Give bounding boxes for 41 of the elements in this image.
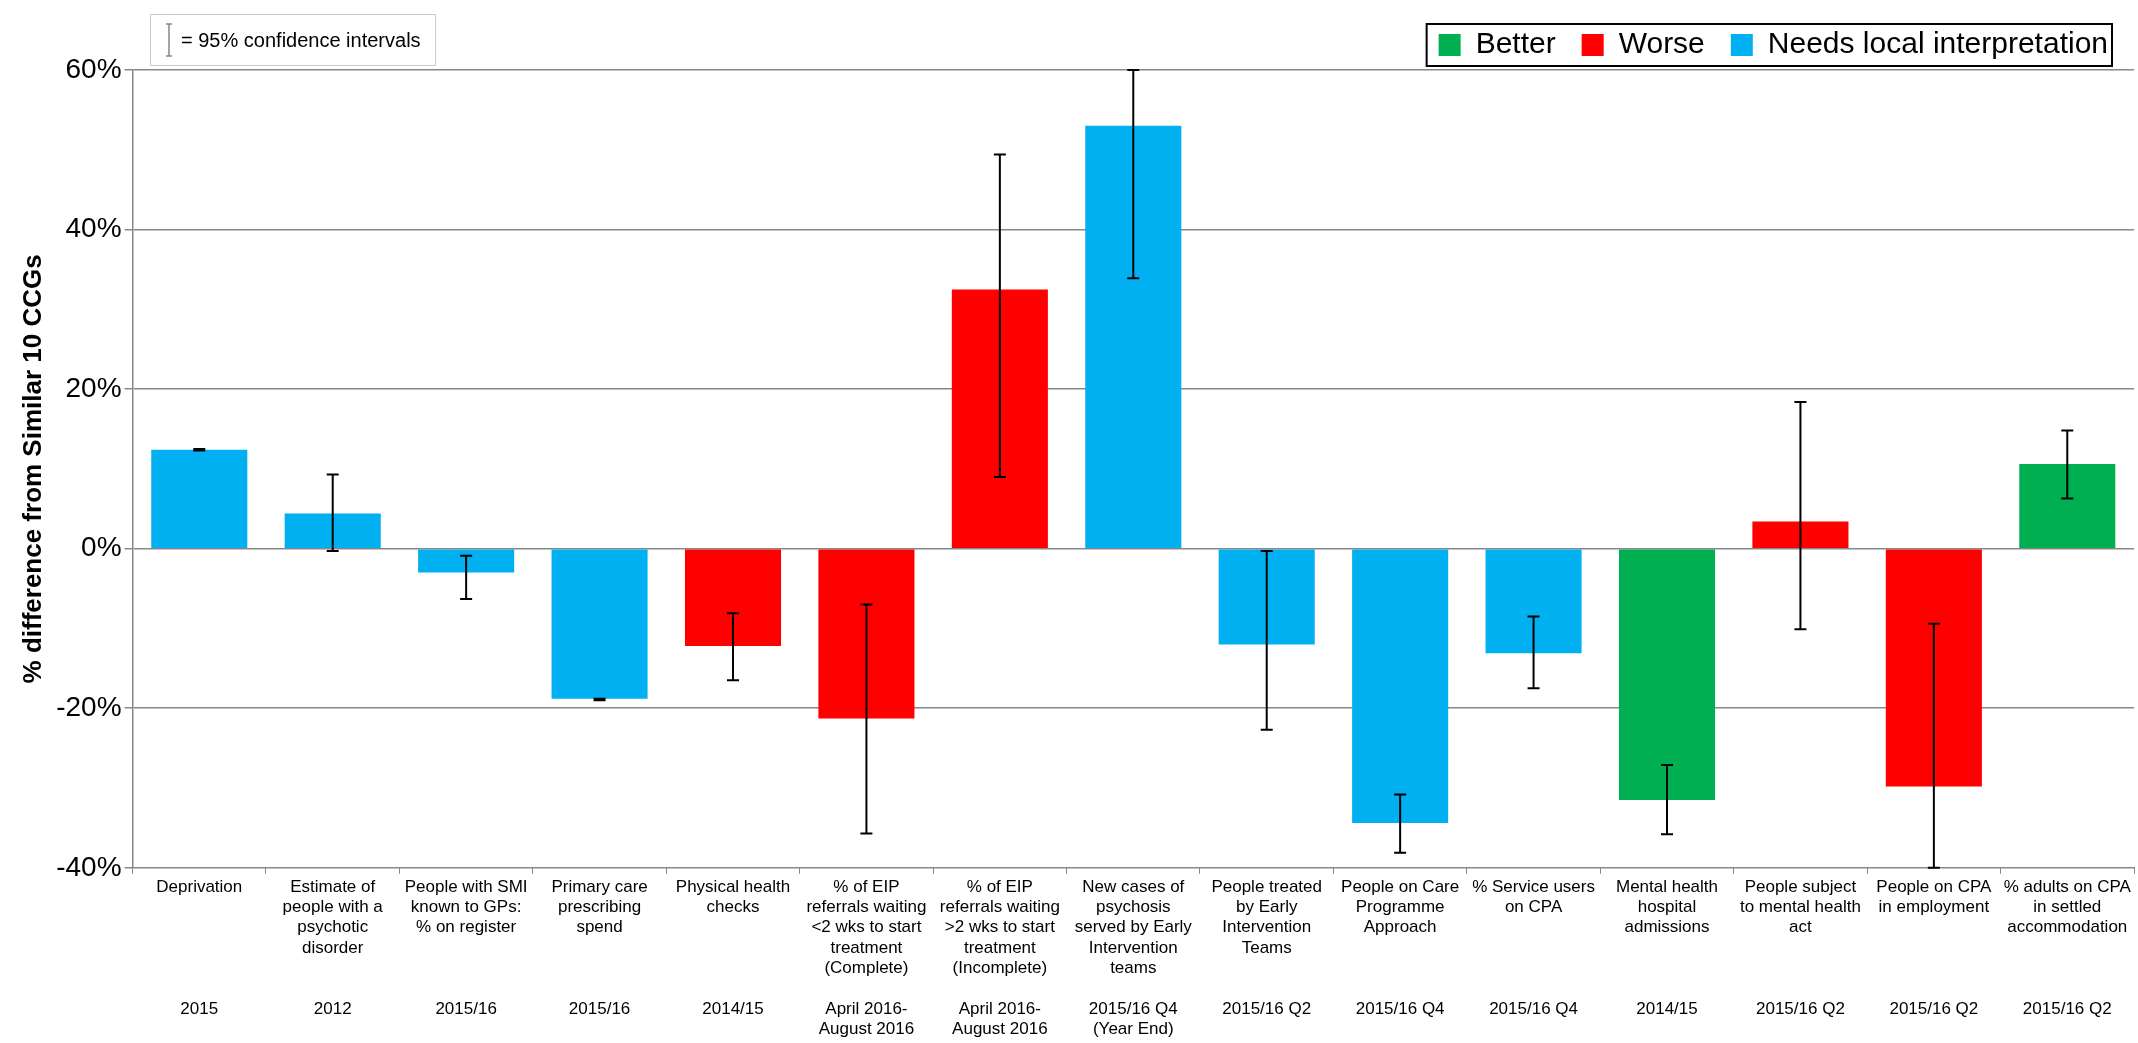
category-label: Mental health hospital admissions 2014/15 [1615,876,1719,1019]
y-tick-label: 0% [81,531,122,563]
bar [1485,549,1582,654]
bar [2019,464,2116,548]
bar [284,513,381,548]
category-label: % adults on CPA in settled accommodation 2015/16 Q2 [2003,876,2131,1019]
category-label: % Service users on CPA 2015/16 Q4 [1472,876,1595,1019]
category-label: People treated by Early Intervention Teams 2015/16 Q2 [1211,876,1323,1019]
category-label: % of EIP referrals waiting >2 wks to start treatment (Incomplete) April 2016-August 2016 [939,876,1060,1039]
y-tick-label: 60% [65,52,122,84]
bar [818,549,915,719]
text: = 95% confidence intervals [181,28,421,52]
bar [551,549,648,699]
category-label: People on Care Programme Approach 2015/16 Q4 [1341,876,1460,1019]
category-label: People with SMI known to GPs: % on register 2015/16 [404,876,528,1019]
y-tick-label: 40% [65,212,122,244]
bar [1085,125,1182,548]
bar [1352,549,1449,824]
y-axis-title: % difference from Similar 10 CCGs [16,254,47,684]
bar [1218,549,1315,645]
bar [951,289,1048,548]
y-tick-label: 20% [65,371,122,403]
category-label: People on CPA in employment 2015/16 Q2 [1876,876,1992,1019]
bar [418,549,515,573]
legend-label: Better [1475,26,1556,60]
category-label: Deprivation 2015 [156,876,243,1019]
legend-label: Worse [1618,26,1705,60]
y-tick-label: -40% [56,850,122,882]
y-tick-label: -20% [56,690,122,722]
bar [1752,521,1849,548]
bar [1885,549,1982,787]
category-label: % of EIP referrals waiting <2 wks to start treatment (Complete) April 2016-August 2016 [806,876,927,1039]
category-label: Estimate of people with a psychotic disorder 2012 [282,876,383,1019]
category-label: New cases of psychosis served by Early Intervention teams 2015/16 Q4 (Year End) [1074,876,1192,1039]
category-label: Primary care prescribing spend 2015/16 [551,876,648,1019]
bar [151,449,248,548]
category-label: People subject to mental health act 2015/16 Q2 [1739,876,1861,1019]
category-label: Physical health checks 2014/15 [675,876,791,1019]
bar [1618,549,1716,800]
legend-label: Needs local interpretation [1767,26,2109,60]
bar [684,549,782,647]
